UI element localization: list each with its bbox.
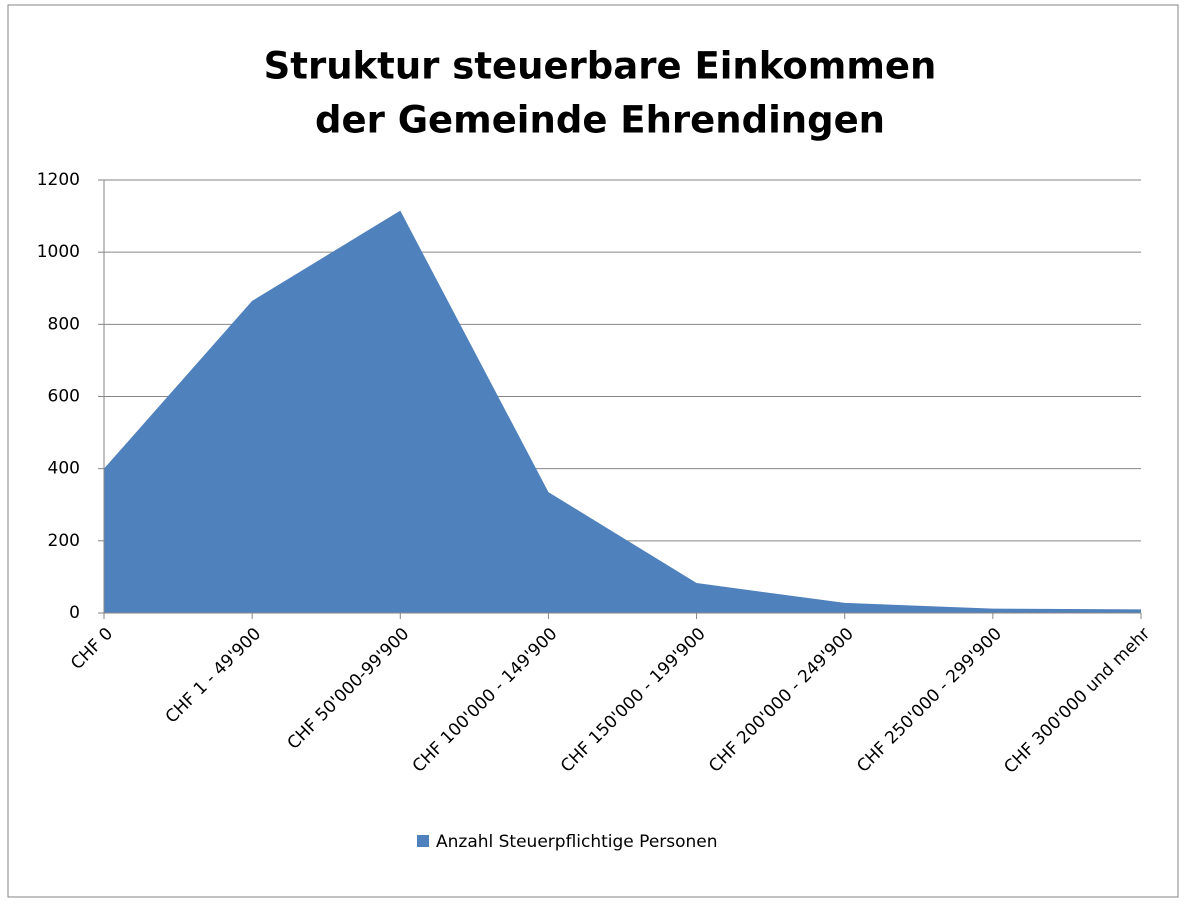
y-tick-label: 600 bbox=[48, 387, 80, 407]
legend-swatch bbox=[417, 835, 429, 847]
y-tick-label: 400 bbox=[48, 459, 80, 479]
legend-label: Anzahl Steuerpflichtige Personen bbox=[436, 832, 718, 852]
y-tick-label: 1200 bbox=[37, 170, 80, 190]
chart-title: Struktur steuerbare Einkommen bbox=[264, 45, 937, 88]
y-tick-label: 800 bbox=[48, 314, 80, 334]
y-tick-label: 200 bbox=[48, 531, 80, 551]
y-tick-label: 0 bbox=[69, 603, 80, 623]
y-tick-label: 1000 bbox=[37, 242, 80, 262]
area bbox=[104, 210, 1141, 613]
chart-title: der Gemeinde Ehrendingen bbox=[315, 99, 885, 142]
